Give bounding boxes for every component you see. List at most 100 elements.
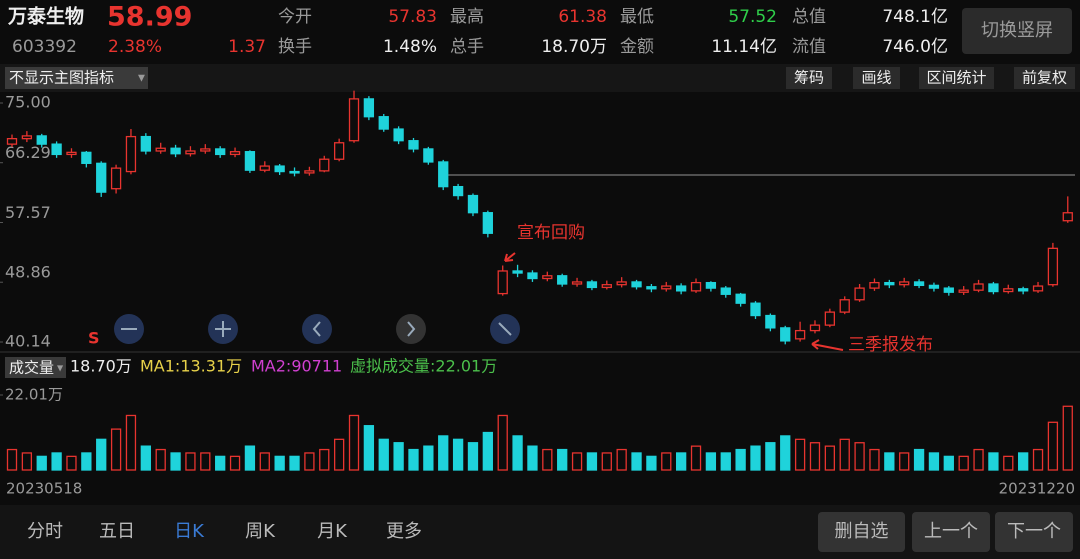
- indicator-label: 不显示主图指标: [9, 69, 114, 87]
- tab[interactable]: 更多: [386, 521, 422, 542]
- volume-bar: [244, 445, 256, 471]
- candle-body: [750, 302, 761, 317]
- volume-bar: [408, 448, 419, 471]
- tool-button[interactable]: [786, 67, 832, 89]
- orientation-button[interactable]: [962, 8, 1072, 54]
- tool-label: 区间统计: [926, 69, 986, 87]
- volume-bar: [676, 452, 687, 471]
- volume-bar: [839, 438, 850, 471]
- indicator-select[interactable]: [5, 67, 148, 89]
- stat-value: 57.52: [728, 7, 777, 27]
- volume-bar: [438, 435, 449, 471]
- next[interactable]: [396, 314, 426, 344]
- tab[interactable]: 月K: [317, 521, 348, 542]
- action-button[interactable]: [818, 512, 905, 552]
- y-tick-label: 75.00: [5, 93, 51, 112]
- stat-value: 746.0亿: [882, 37, 948, 57]
- candle-body: [943, 287, 954, 293]
- candle-body: [1032, 285, 1044, 292]
- stat-label: 总手: [450, 37, 484, 57]
- candle-body: [973, 283, 984, 291]
- volume-bar: [319, 448, 330, 471]
- candle-body: [170, 147, 181, 155]
- y-tick-label: 66.29: [5, 143, 51, 162]
- volume-bar: [512, 435, 523, 471]
- candle-body: [1003, 288, 1014, 293]
- tool-label: 画线: [861, 69, 891, 87]
- volume-bar: [36, 455, 47, 471]
- volume-bar: [571, 452, 583, 471]
- candle-body: [1047, 247, 1059, 286]
- volume-bar: [229, 455, 241, 471]
- stat-value: 11.14亿: [711, 37, 777, 57]
- volume-bar: [869, 448, 880, 471]
- stat-value: 61.38: [558, 7, 607, 27]
- candle-body: [631, 281, 642, 288]
- volume-bar: [958, 455, 969, 471]
- stat-label: 流值: [792, 37, 826, 57]
- volume-bar: [750, 445, 761, 471]
- volume-bar: [96, 438, 107, 471]
- tab[interactable]: 分时: [27, 521, 63, 542]
- stat-value: 18.70万: [541, 37, 607, 57]
- candle-body: [913, 281, 925, 287]
- tool-button[interactable]: [1014, 67, 1075, 89]
- candle-body: [393, 128, 404, 142]
- action-button[interactable]: [995, 512, 1073, 552]
- volume-bar: [720, 452, 731, 471]
- candle-body: [557, 275, 568, 285]
- candle-body: [438, 161, 449, 188]
- candle-body: [1018, 288, 1029, 292]
- volume-bar: [899, 452, 910, 471]
- volume-bar: [110, 428, 122, 471]
- tab[interactable]: 五日: [99, 521, 135, 542]
- volume-bar: [333, 438, 345, 471]
- orientation-label: 切换竖屏: [981, 20, 1053, 41]
- candle-body: [408, 140, 419, 150]
- candle-body: [809, 324, 821, 332]
- volume-bar: [81, 452, 92, 471]
- action-label: 下一个: [1007, 521, 1061, 542]
- candle-body: [512, 270, 523, 274]
- stat-value: 1.48%: [383, 37, 437, 57]
- prev[interactable]: [302, 314, 332, 344]
- tool-button[interactable]: [853, 67, 900, 89]
- candle-body: [765, 314, 776, 329]
- candle-body: [6, 138, 18, 145]
- volume-bar: [1047, 421, 1059, 471]
- volume-bar: [215, 455, 226, 471]
- candle-body: [928, 284, 940, 289]
- volume-select[interactable]: [5, 357, 66, 378]
- candle-body: [259, 165, 270, 171]
- tab[interactable]: 日K: [174, 521, 205, 542]
- arrow: [811, 339, 844, 351]
- candle-body: [616, 281, 627, 286]
- volume-bar: [794, 438, 806, 471]
- volume-bar: [824, 445, 835, 471]
- volume-bar: [482, 431, 493, 471]
- volume-bar: [348, 414, 360, 471]
- tool-label: 前复权: [1022, 69, 1067, 87]
- volume-bar: [1032, 448, 1044, 471]
- candle-body: [125, 135, 137, 173]
- icon: [407, 321, 416, 337]
- action-button[interactable]: [912, 512, 990, 552]
- volume-bar: [170, 452, 181, 471]
- candle-body: [1062, 212, 1073, 222]
- dropdown-arrow: ▼: [138, 74, 145, 84]
- candle-body: [140, 135, 151, 152]
- candle-body: [155, 147, 166, 152]
- candle-body: [824, 311, 835, 326]
- volume-bar: [1003, 455, 1014, 471]
- candle-body: [51, 143, 62, 156]
- volume-bar: [6, 448, 18, 471]
- tool-button[interactable]: [919, 67, 994, 89]
- tab[interactable]: 周K: [245, 521, 276, 542]
- candle-body: [289, 170, 300, 174]
- volume-bar: [616, 448, 627, 471]
- candle-body: [899, 281, 910, 286]
- y-tick-label: 57.57: [5, 203, 51, 222]
- icon: [498, 322, 512, 336]
